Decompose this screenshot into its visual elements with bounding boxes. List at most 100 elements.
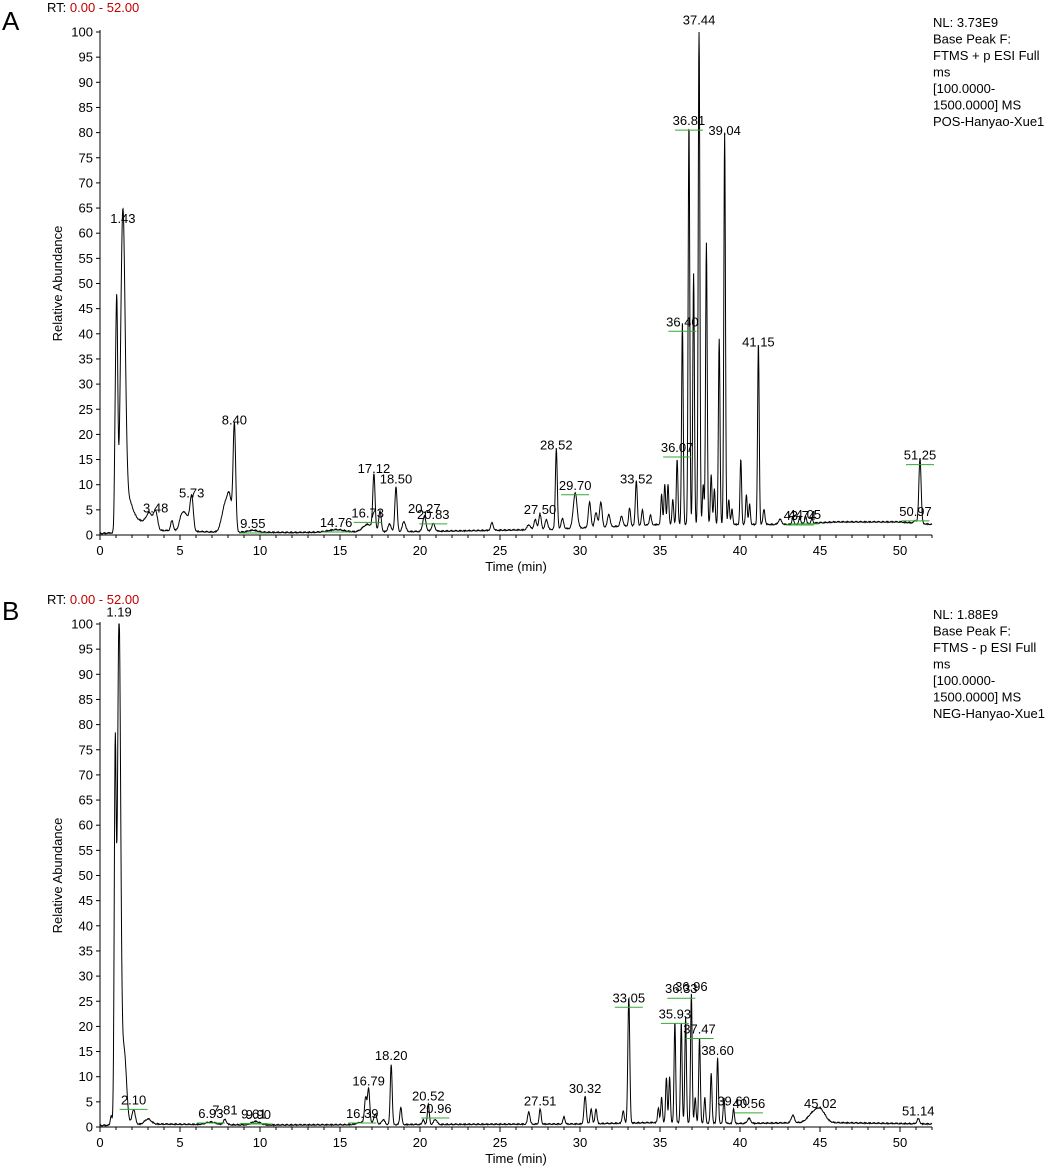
x-tick-label: 50 <box>893 1135 907 1150</box>
x-tick-label: 45 <box>813 1135 827 1150</box>
peak-label: 7.81 <box>212 1102 237 1117</box>
peak-label: 5.73 <box>179 485 204 500</box>
peak-label: 9.55 <box>240 516 265 531</box>
peak-label: 30.32 <box>569 1081 602 1096</box>
y-tick-label: 80 <box>79 717 93 732</box>
scan-info-line: NL: 1.88E9 <box>933 607 998 622</box>
y-tick-label: 20 <box>79 1019 93 1034</box>
y-tick-label: 75 <box>79 742 93 757</box>
x-tick-label: 35 <box>653 543 667 558</box>
y-tick-label: 10 <box>79 1069 93 1084</box>
y-tick-label: 95 <box>79 50 93 65</box>
y-tick-label: 90 <box>79 667 93 682</box>
y-tick-label: 5 <box>86 502 93 517</box>
peak-label: 51.14 <box>902 1103 935 1118</box>
peak-label: 20.27 <box>408 501 441 516</box>
scan-info-line: Base Peak F: <box>933 32 1011 47</box>
peak-label: 51.25 <box>904 448 937 463</box>
peak-label: 38.60 <box>701 1043 734 1058</box>
x-tick-label: 40 <box>733 543 747 558</box>
y-tick-label: 40 <box>79 918 93 933</box>
peak-label: 39.04 <box>708 123 741 138</box>
y-axis-title: Relative Abundance <box>50 818 65 934</box>
scan-info-line: FTMS + p ESI Full <box>933 48 1040 63</box>
panel-letter: A <box>2 6 20 36</box>
peak-label: 17.12 <box>358 461 391 476</box>
peak-label: 37.44 <box>683 12 716 27</box>
peak-label: 2.10 <box>121 1092 146 1107</box>
x-tick-label: 10 <box>253 1135 267 1150</box>
peak-label: 1.19 <box>106 604 131 619</box>
y-tick-label: 0 <box>86 1120 93 1135</box>
peak-label: 41.15 <box>742 334 775 349</box>
peak-label: 1.43 <box>110 211 135 226</box>
x-tick-label: 35 <box>653 1135 667 1150</box>
y-tick-label: 20 <box>79 427 93 442</box>
peak-label: 36.40 <box>666 314 699 329</box>
y-tick-label: 55 <box>79 251 93 266</box>
x-tick-label: 5 <box>176 1135 183 1150</box>
x-tick-label: 20 <box>413 543 427 558</box>
peak-label: 3.48 <box>143 500 168 515</box>
y-tick-label: 0 <box>86 528 93 543</box>
peak-label: 29.70 <box>559 478 592 493</box>
y-tick-label: 95 <box>79 642 93 657</box>
x-tick-label: 50 <box>893 543 907 558</box>
y-tick-label: 55 <box>79 843 93 858</box>
x-tick-label: 5 <box>176 543 183 558</box>
scan-info: NL: 1.88E9 Base Peak F:FTMS - p ESI Full m… <box>933 607 1045 721</box>
peak-label: 16.39 <box>346 1106 379 1121</box>
peak-label: 33.52 <box>620 472 653 487</box>
chart-panel-A: A RT: 0.00 - 52.00 NL: 3.73E9 Base Peak F:F… <box>2 0 1044 574</box>
chromatogram-trace <box>99 31 933 535</box>
x-tick-label: 40 <box>733 1135 747 1150</box>
peak-label: 16.79 <box>352 1073 385 1088</box>
peak-label: 39.60 <box>717 1093 750 1108</box>
scan-info-line: NEG-Hanyao-Xue1 <box>933 706 1045 721</box>
peak-label: 36.81 <box>673 113 706 128</box>
y-tick-label: 15 <box>79 452 93 467</box>
scan-info: NL: 3.73E9 Base Peak F:FTMS + p ESI Full m… <box>933 15 1044 129</box>
y-tick-label: 60 <box>79 818 93 833</box>
peak-label: 6.93 <box>198 1106 223 1121</box>
scan-info-line: NL: 3.73E9 <box>933 15 998 30</box>
y-tick-label: 75 <box>79 150 93 165</box>
y-tick-label: 25 <box>79 994 93 1009</box>
y-tick-label: 15 <box>79 1044 93 1059</box>
peak-label: 14.76 <box>320 515 353 530</box>
peak-label: 50.97 <box>899 504 932 519</box>
panel-letter: B <box>2 596 19 626</box>
scan-info-line: [100.0000- <box>933 673 995 688</box>
y-tick-label: 100 <box>71 25 93 40</box>
x-tick-label: 0 <box>96 543 103 558</box>
chromatogram-trace <box>99 623 933 1127</box>
y-tick-label: 30 <box>79 969 93 984</box>
y-tick-label: 60 <box>79 226 93 241</box>
scan-info-line: POS-Hanyao-Xue1 <box>933 114 1044 129</box>
peak-label: 40.56 <box>733 1096 766 1111</box>
y-tick-label: 35 <box>79 351 93 366</box>
peak-label: 33.05 <box>613 990 646 1005</box>
x-tick-label: 15 <box>333 543 347 558</box>
peak-label: 37.47 <box>683 1021 716 1036</box>
y-tick-label: 30 <box>79 377 93 392</box>
scan-info-line: 1500.0000] MS <box>933 98 1022 113</box>
x-tick-label: 30 <box>573 1135 587 1150</box>
scan-info-line: FTMS - p ESI Full <box>933 640 1036 655</box>
scan-info-line: 1500.0000] MS <box>933 690 1022 705</box>
peak-label: 36.07 <box>661 440 694 455</box>
peak-label: 43.74 <box>784 508 817 523</box>
x-axis-title: Time (min) <box>485 559 547 574</box>
peak-label: 44.05 <box>789 507 822 522</box>
y-tick-label: 85 <box>79 100 93 115</box>
y-tick-label: 45 <box>79 301 93 316</box>
y-tick-label: 35 <box>79 943 93 958</box>
peak-label: 9.90 <box>246 1107 271 1122</box>
peak-label: 8.40 <box>222 412 247 427</box>
peak-label: 18.50 <box>380 472 413 487</box>
peak-label: 28.52 <box>540 438 573 453</box>
scan-info-line: ms <box>933 65 951 80</box>
x-tick-label: 30 <box>573 543 587 558</box>
x-axis-title: Time (min) <box>485 1151 547 1166</box>
